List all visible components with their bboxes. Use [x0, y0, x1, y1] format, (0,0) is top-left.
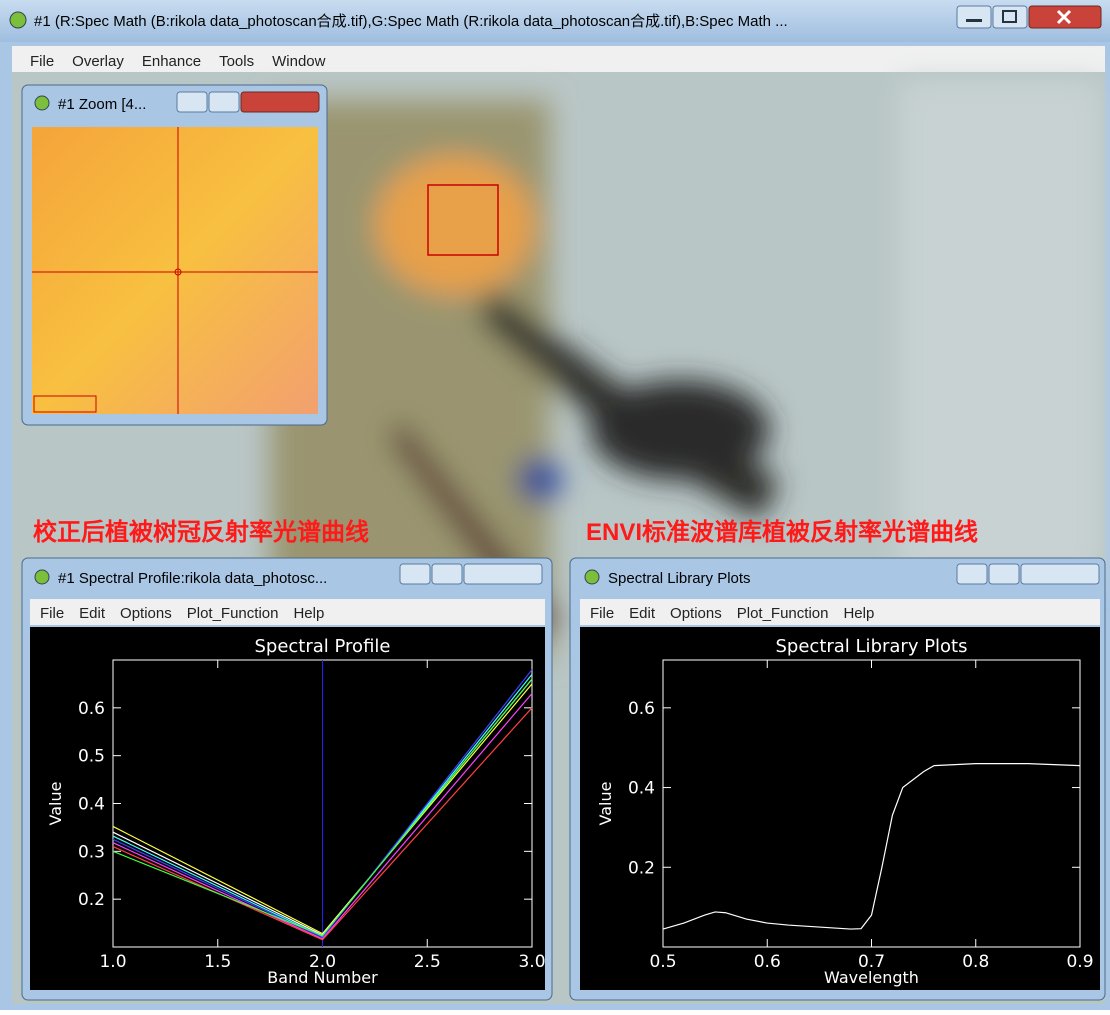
x-axis-label: Band Number — [267, 968, 378, 987]
maximize-button[interactable] — [989, 564, 1019, 584]
chart-title: Spectral Library Plots — [776, 636, 968, 657]
app-icon — [35, 570, 49, 584]
x-tick-label: 0.9 — [1066, 952, 1093, 972]
zoom-window: #1 Zoom [4... — [22, 85, 327, 425]
menu-bar — [580, 599, 1100, 625]
menu-bar — [30, 599, 545, 625]
image-blob — [590, 380, 770, 480]
menu-item[interactable]: Options — [120, 605, 172, 622]
chart-title: Spectral Profile — [254, 636, 390, 657]
minimize-button[interactable] — [957, 6, 991, 28]
annotation: 校正后植被树冠反射率光谱曲线 — [33, 518, 369, 546]
maximize-button[interactable] — [993, 6, 1027, 28]
close-button[interactable] — [1021, 564, 1099, 584]
menu-item[interactable]: Edit — [79, 605, 106, 622]
maximize-button[interactable] — [432, 564, 462, 584]
image-blob — [518, 458, 562, 502]
close-button[interactable] — [241, 92, 319, 112]
y-tick-label: 0.2 — [628, 858, 655, 878]
window-title: Spectral Library Plots — [608, 570, 751, 587]
menu-item[interactable]: Options — [670, 605, 722, 622]
x-tick-label: 2.5 — [414, 952, 441, 972]
y-tick-label: 0.4 — [78, 795, 105, 815]
app-icon — [585, 570, 599, 584]
y-tick-label: 0.6 — [78, 699, 105, 719]
x-tick-label: 3.0 — [518, 952, 545, 972]
x-tick-label: 0.6 — [754, 952, 781, 972]
x-tick-label: 1.5 — [204, 952, 231, 972]
annotation: ENVI标准波谱库植被反射率光谱曲线 — [586, 518, 978, 546]
menu-item[interactable]: Plot_Function — [187, 605, 279, 622]
menu: File Overlay Enhance Tools Window — [30, 53, 326, 70]
menu-item[interactable]: Tools — [219, 53, 254, 70]
y-tick-label: 0.3 — [78, 842, 105, 862]
y-tick-label: 0.6 — [628, 699, 655, 719]
minimize-button[interactable] — [177, 92, 207, 112]
menu-item[interactable]: File — [590, 605, 614, 622]
app-icon — [10, 12, 26, 28]
y-tick-label: 0.2 — [78, 890, 105, 910]
minimize-button[interactable] — [400, 564, 430, 584]
menu-item[interactable]: File — [40, 605, 64, 622]
x-tick-label: 0.5 — [649, 952, 676, 972]
maximize-button[interactable] — [209, 92, 239, 112]
window-title: #1 Spectral Profile:rikola data_photosc.… — [58, 570, 327, 587]
menu-item[interactable]: Window — [272, 53, 326, 70]
plot-background — [580, 627, 1100, 990]
y-axis-label: Value — [46, 782, 65, 826]
image-blob — [900, 80, 1100, 580]
y-axis-label: Value — [596, 782, 615, 826]
menu-item[interactable]: Plot_Function — [737, 605, 829, 622]
app-icon — [35, 96, 49, 110]
x-axis-label: Wavelength — [824, 968, 919, 987]
y-tick-label: 0.5 — [78, 747, 105, 767]
y-tick-label: 0.4 — [628, 779, 655, 799]
plot-background — [30, 627, 545, 990]
menu-item[interactable]: File — [30, 53, 54, 70]
x-tick-label: 1.0 — [99, 952, 126, 972]
minimize-button[interactable] — [957, 564, 987, 584]
close-button[interactable] — [464, 564, 542, 584]
window-title: #1 (R:Spec Math (B:rikola data_photoscan… — [34, 13, 788, 30]
menu-item[interactable]: Enhance — [142, 53, 201, 70]
menu-item[interactable]: Help — [293, 605, 324, 622]
image-blob — [375, 155, 535, 295]
menu-item[interactable]: Overlay — [72, 53, 124, 70]
x-tick-label: 0.8 — [962, 952, 989, 972]
zoom-title: #1 Zoom [4... — [58, 96, 146, 113]
minimize-icon — [966, 19, 982, 22]
menu-item[interactable]: Edit — [629, 605, 656, 622]
menu-item[interactable]: Help — [843, 605, 874, 622]
screenshot: #1 (R:Spec Math (B:rikola data_photoscan… — [0, 0, 1110, 1010]
